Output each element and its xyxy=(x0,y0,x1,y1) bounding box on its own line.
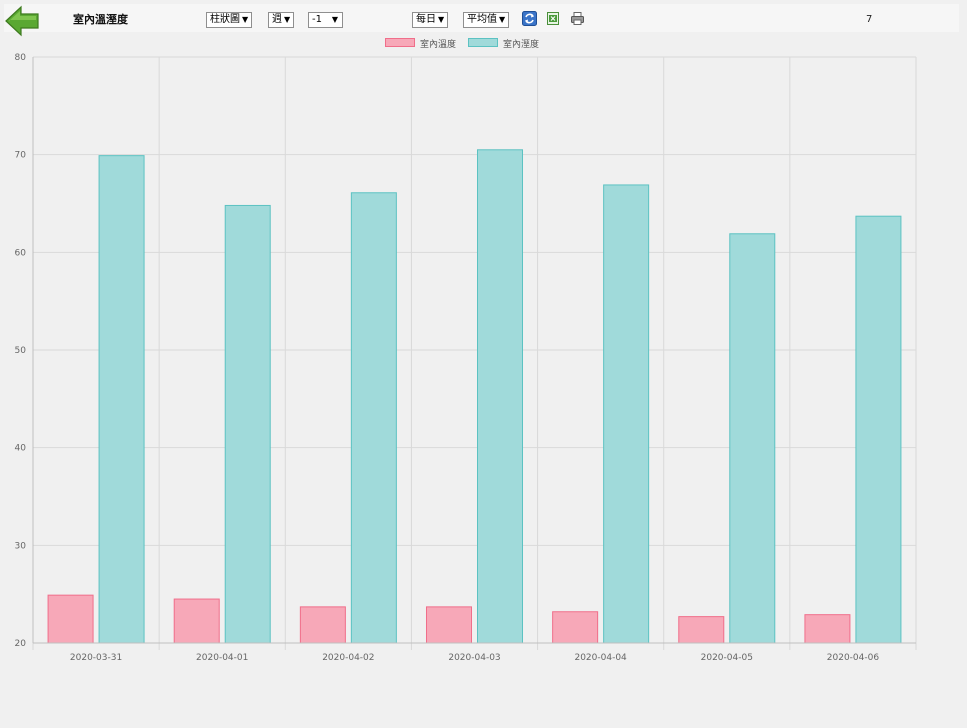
chevron-down-icon: ▼ xyxy=(331,15,338,24)
chart-type-select[interactable]: 柱狀圖 ▼ xyxy=(206,12,253,28)
legend-label-humidity: 室內溼度 xyxy=(503,40,540,50)
chevron-down-icon: ▼ xyxy=(438,15,445,24)
humidity-bar xyxy=(603,184,650,644)
humidity-bar xyxy=(855,215,902,644)
chevron-down-icon: ▼ xyxy=(284,15,291,24)
y-tick-label: 30 xyxy=(15,541,27,551)
x-tick-label: 2020-03-31 xyxy=(70,653,122,663)
legend-item-temperature[interactable]: 室內溫度 xyxy=(385,36,465,50)
page-title: 室內溫溼度 xyxy=(73,13,128,26)
temperature-bar xyxy=(552,611,599,644)
y-tick-label: 20 xyxy=(15,639,27,649)
y-tick-label: 60 xyxy=(15,248,27,258)
period-select[interactable]: 週 ▼ xyxy=(268,12,295,28)
offset-value: -1 xyxy=(312,14,322,25)
temperature-bar xyxy=(804,614,851,644)
x-tick-label: 2020-04-06 xyxy=(827,653,880,663)
humidity-bar xyxy=(729,233,776,644)
interval-select[interactable]: 每日 ▼ xyxy=(412,12,449,28)
chart-type-value: 柱狀圖 xyxy=(210,14,240,25)
period-value: 週 xyxy=(272,14,282,25)
humidity-bar xyxy=(224,204,271,644)
footer-area xyxy=(4,690,959,724)
y-tick-label: 70 xyxy=(15,151,27,161)
legend: 室內溫度 室內溼度 xyxy=(0,36,967,50)
humidity-bar xyxy=(98,155,145,644)
interval-value: 每日 xyxy=(416,14,436,25)
y-tick-label: 80 xyxy=(15,53,27,63)
humidity-bar xyxy=(477,149,523,644)
chevron-down-icon: ▼ xyxy=(499,15,506,24)
x-tick-label: 2020-04-03 xyxy=(448,653,500,663)
x-tick-label: 2020-04-02 xyxy=(322,653,374,663)
legend-swatch-humidity xyxy=(468,38,498,47)
chevron-down-icon: ▼ xyxy=(242,15,249,24)
excel-export-icon[interactable] xyxy=(546,11,561,26)
temperature-bar xyxy=(426,606,472,644)
refresh-icon[interactable] xyxy=(522,11,537,26)
back-arrow-icon[interactable] xyxy=(4,4,40,38)
x-tick-label: 2020-04-05 xyxy=(701,653,753,663)
aggregate-select[interactable]: 平均值 ▼ xyxy=(463,12,510,28)
legend-item-humidity[interactable]: 室內溼度 xyxy=(468,36,548,50)
count-label: 7 xyxy=(866,14,873,25)
y-tick-label: 50 xyxy=(15,346,27,356)
y-tick-label: 40 xyxy=(15,444,27,454)
temperature-bar xyxy=(47,594,94,644)
aggregate-value: 平均值 xyxy=(467,14,497,25)
temperature-bar xyxy=(678,616,725,644)
temperature-bar xyxy=(173,598,220,644)
x-tick-label: 2020-04-04 xyxy=(574,653,627,663)
print-icon[interactable] xyxy=(570,11,585,26)
temperature-bar xyxy=(299,606,346,644)
legend-swatch-temperature xyxy=(385,38,415,47)
offset-select[interactable]: -1 ▼ xyxy=(308,12,343,28)
humidity-bar xyxy=(350,192,397,644)
legend-label-temperature: 室內溫度 xyxy=(420,40,457,50)
bar-chart: 20 30 40 50 60 70 80 2020-03-31 2020-04-01 2020-0… xyxy=(15,53,917,663)
x-tick-label: 2020-04-01 xyxy=(196,653,248,663)
